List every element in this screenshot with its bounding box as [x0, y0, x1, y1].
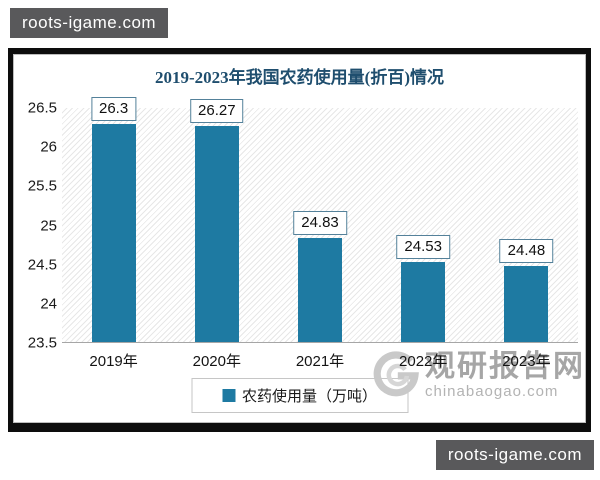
- bar: [504, 265, 549, 342]
- data-label: 26.3: [90, 96, 137, 121]
- site-watermark-text: 观研报告网 chinabaogao.com: [425, 349, 585, 400]
- data-label: 24.48: [499, 238, 554, 263]
- g-swirl-logo-icon: [373, 351, 419, 397]
- site-watermark: 观研报告网 chinabaogao.com: [369, 348, 585, 402]
- x-axis-label: 2019年: [89, 353, 138, 370]
- chart-frame: 2019-2023年我国农药使用量(折百)情况 26.5 26 25.5 25 24.5…: [8, 48, 591, 432]
- site-watermark-name: 观研报告网: [425, 349, 585, 383]
- legend: 农药使用量（万吨）: [190, 378, 409, 413]
- y-tick-label: 25.5: [27, 177, 57, 195]
- plot-area: 26.3 26.27 24.83 24.53 24.48: [62, 96, 578, 343]
- bar-group: 26.3: [62, 96, 165, 342]
- bar-group: 24.48: [475, 108, 578, 342]
- bar-group: 24.83: [268, 108, 371, 342]
- y-tick-label: 25: [40, 217, 57, 234]
- watermark-bottom-right: roots-igame.com: [435, 440, 594, 470]
- chart-title: 2019-2023年我国农药使用量(折百)情况: [155, 68, 444, 87]
- x-axis-label: 2020年: [192, 353, 241, 370]
- y-tick-label: 23.5: [27, 334, 57, 352]
- legend-label: 农药使用量（万吨）: [241, 388, 378, 405]
- data-label: 26.27: [190, 98, 244, 123]
- bar-group: 24.53: [372, 108, 475, 342]
- x-axis-label: 2023年: [502, 353, 551, 370]
- y-tick-label: 26: [40, 138, 57, 156]
- x-axis-label: 2022年: [399, 353, 448, 370]
- bar: [298, 238, 342, 342]
- x-axis-label: 2021年: [295, 353, 345, 370]
- y-tick-label: 26.5: [27, 99, 57, 117]
- bar-series: 26.3 26.27 24.83 24.53 24.48: [62, 96, 578, 342]
- legend-swatch-icon: [221, 389, 235, 402]
- bar-group: 26.27: [165, 98, 268, 342]
- bar: [91, 123, 136, 342]
- bar: [194, 125, 239, 342]
- y-tick-label: 24: [40, 295, 57, 313]
- y-tick-label: 24.5: [27, 256, 57, 274]
- data-label: 24.53: [396, 234, 450, 259]
- data-label: 24.83: [293, 211, 347, 236]
- site-watermark-url: chinabaogao.com: [425, 382, 559, 400]
- x-axis-labels: 2019年 2020年 2021年 2022年 2023年: [62, 350, 578, 371]
- y-axis: 26.5 26 25.5 25 24.5 24 23.5: [13, 100, 57, 352]
- bar: [401, 261, 446, 342]
- watermark-top-left: roots-igame.com: [10, 8, 169, 38]
